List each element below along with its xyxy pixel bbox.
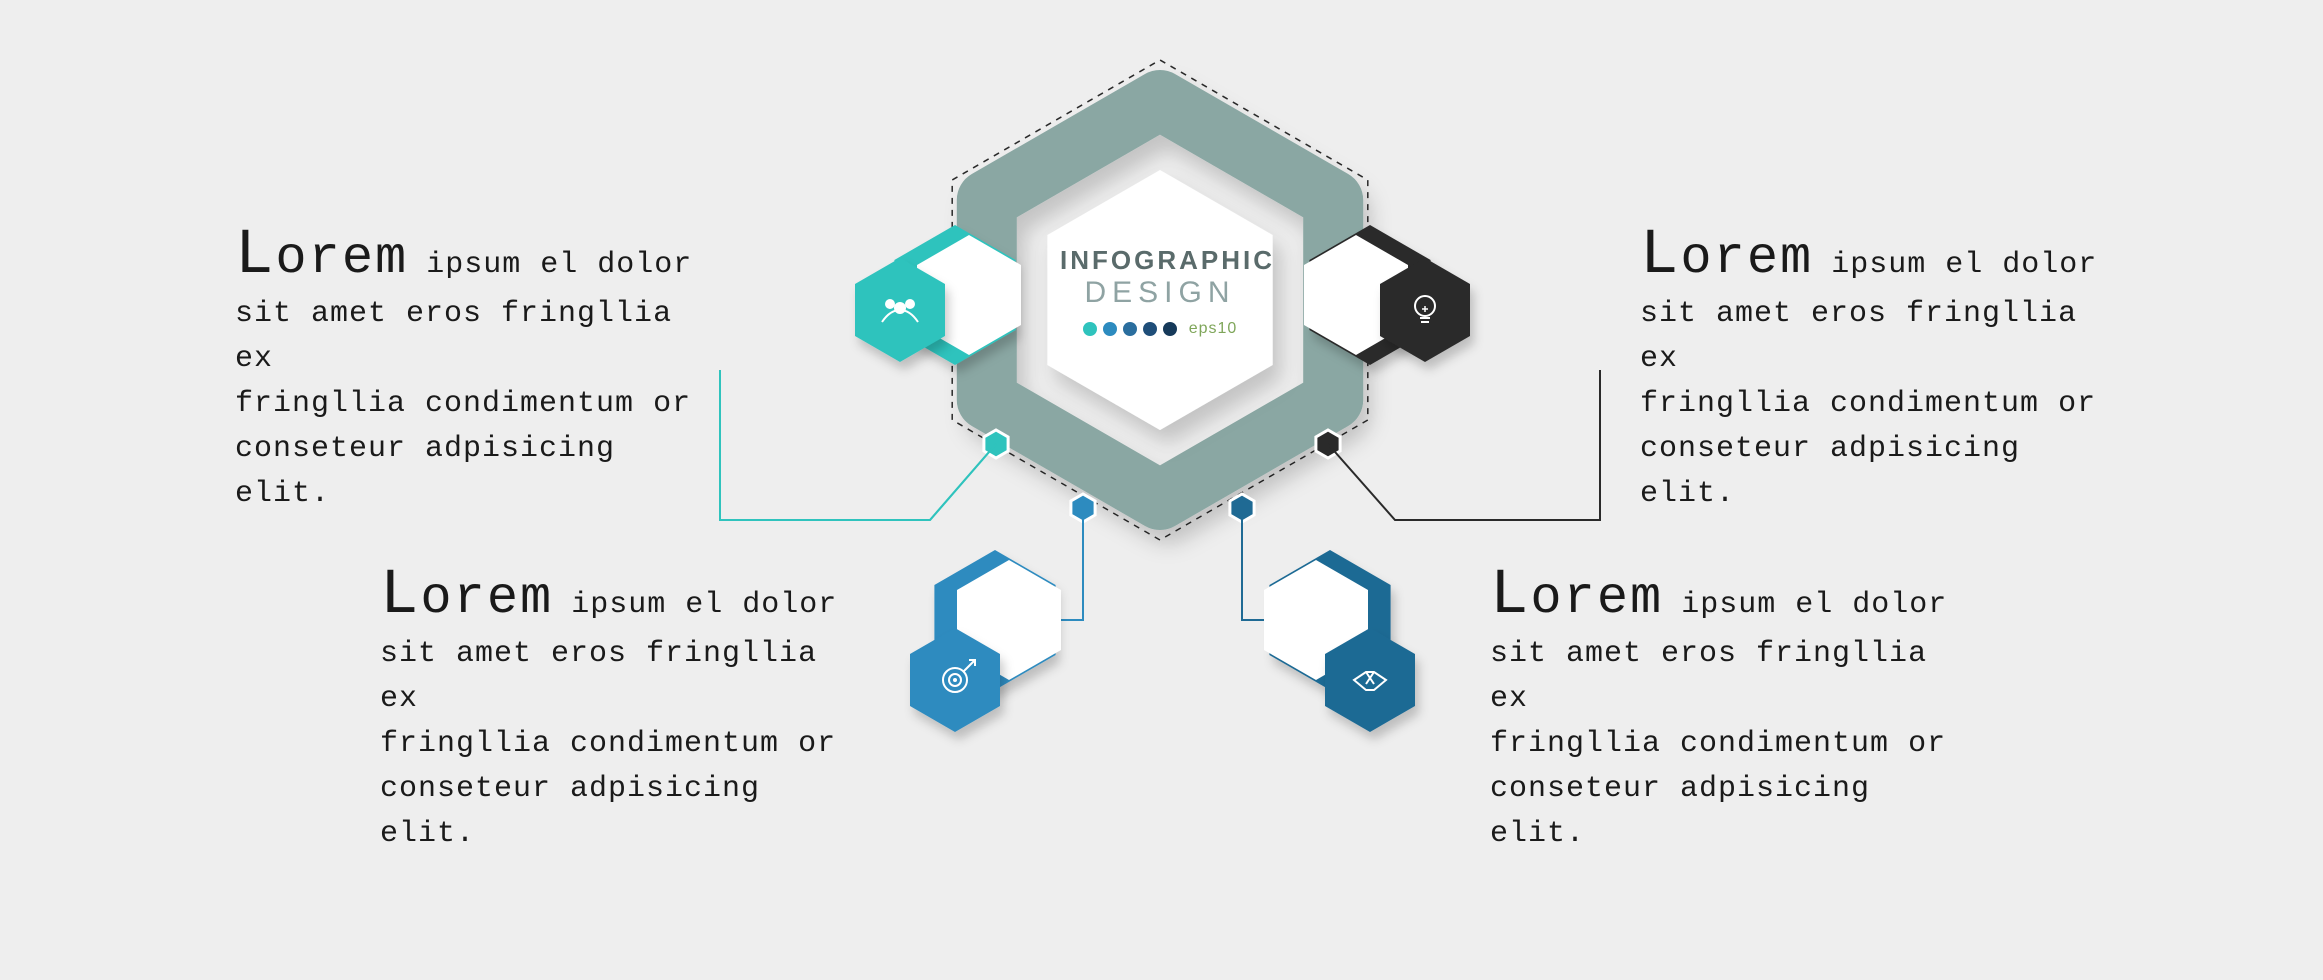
body-line: ipsum el dolor [1831,243,2097,288]
eps-label: eps10 [1189,320,1238,338]
lead-word: Lorem [1490,560,1663,632]
body-line: ipsum el dolor [426,243,692,288]
body-line: sit amet eros fringllia ex [1490,632,1950,722]
palette-dot [1083,322,1097,336]
body-line: conseteur adpisicing elit. [1640,427,2100,517]
body-line: conseteur adpisicing elit. [235,427,695,517]
palette-dot [1123,322,1137,336]
text-block-n1: Lorem ipsum el dolor sit amet eros fring… [235,220,695,517]
palette-dot [1143,322,1157,336]
body-line: sit amet eros fringllia ex [380,632,840,722]
body-line: fringllia condimentum or [1640,382,2100,427]
infographic-stage: INFOGRAPHIC DESIGN eps10 Lorem ipsum el … [0,0,2323,980]
body-line: fringllia condimentum or [1490,722,1950,767]
center-title: INFOGRAPHIC DESIGN eps10 [1060,245,1260,338]
lead-word: Lorem [380,560,553,632]
lead-word: Lorem [235,220,408,292]
palette-dot [1163,322,1177,336]
text-block-n3: Lorem ipsum el dolor sit amet eros fring… [1490,560,1950,857]
center-title-line2: DESIGN [1060,276,1260,310]
palette-dot [1103,322,1117,336]
center-dots: eps10 [1060,320,1260,338]
body-line: sit amet eros fringllia ex [235,292,695,382]
body-line: conseteur adpisicing elit. [380,767,840,857]
satellite-n2 [910,508,1083,732]
text-block-n4: Lorem ipsum el dolor sit amet eros fring… [1640,220,2100,517]
center-title-line1: INFOGRAPHIC [1060,245,1260,276]
connector-line [720,370,996,520]
body-line: fringllia condimentum or [235,382,695,427]
text-block-n2: Lorem ipsum el dolor sit amet eros fring… [380,560,840,857]
satellite-n3 [1242,508,1415,732]
body-line: conseteur adpisicing elit. [1490,767,1950,857]
body-line: sit amet eros fringllia ex [1640,292,2100,382]
body-line: fringllia condimentum or [380,722,840,767]
body-line: ipsum el dolor [571,583,837,628]
lead-word: Lorem [1640,220,1813,292]
body-line: ipsum el dolor [1681,583,1947,628]
